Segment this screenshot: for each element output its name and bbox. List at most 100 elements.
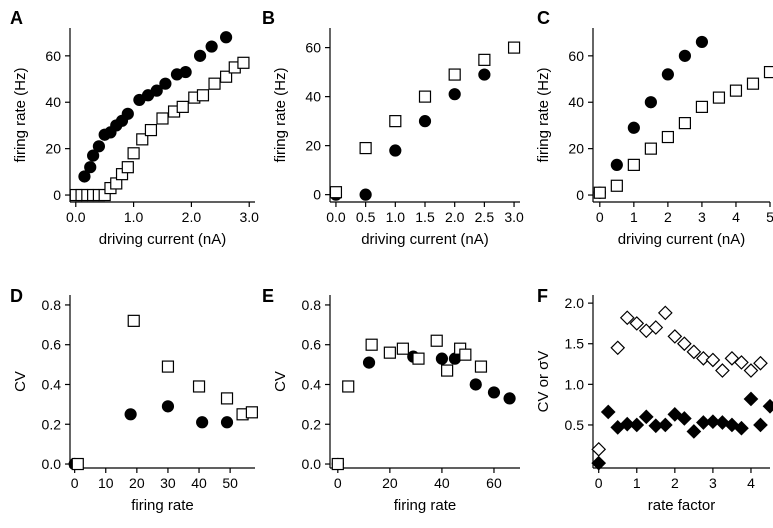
data-point bbox=[156, 112, 169, 125]
data-point bbox=[629, 417, 645, 433]
x-tick-label: 60 bbox=[486, 475, 502, 491]
y-tick-label: 40 bbox=[568, 94, 584, 110]
x-tick-label: 2.0 bbox=[182, 209, 202, 225]
data-point bbox=[753, 417, 768, 433]
data-point bbox=[729, 84, 743, 97]
data-point bbox=[610, 158, 623, 171]
data-point bbox=[657, 417, 673, 433]
y-tick-label: 0.4 bbox=[302, 376, 322, 392]
panel-letter: D bbox=[10, 286, 23, 306]
x-tick-label: 1.5 bbox=[415, 209, 435, 225]
data-point bbox=[193, 49, 207, 62]
data-point bbox=[734, 355, 749, 370]
data-point bbox=[734, 420, 749, 436]
x-axis-label: firing rate bbox=[394, 497, 457, 514]
data-point bbox=[192, 380, 206, 393]
data-point bbox=[448, 68, 461, 81]
data-point bbox=[389, 144, 402, 157]
x-tick-label: 0 bbox=[71, 475, 79, 491]
x-tick-label: 30 bbox=[160, 475, 176, 491]
data-point bbox=[743, 363, 759, 378]
data-point bbox=[743, 391, 759, 407]
data-point bbox=[478, 53, 491, 66]
data-point bbox=[245, 406, 258, 419]
y-axis-label: CV bbox=[12, 371, 29, 392]
data-point bbox=[418, 115, 432, 128]
x-tick-label: 2.5 bbox=[475, 209, 495, 225]
panel-c: C 0 1 2 3 4 5 0 20 40 60 driving current (nA) firing… bbox=[535, 8, 773, 248]
data-point bbox=[219, 31, 233, 44]
data-point bbox=[627, 158, 640, 171]
data-point bbox=[441, 364, 454, 377]
series-open-square bbox=[69, 56, 250, 202]
y-axis-label: CV bbox=[272, 371, 289, 392]
data-point bbox=[469, 378, 482, 391]
data-point bbox=[619, 310, 635, 326]
data-point bbox=[746, 77, 760, 90]
data-point bbox=[389, 115, 402, 128]
data-point bbox=[144, 123, 158, 137]
y-tick-label: 0.8 bbox=[42, 297, 62, 313]
y-tick-label: 0 bbox=[576, 187, 584, 203]
y-tick-label: 0.6 bbox=[42, 337, 62, 353]
data-point bbox=[712, 91, 726, 104]
data-point bbox=[208, 77, 221, 90]
data-point bbox=[644, 142, 657, 155]
y-tick-label: 0 bbox=[313, 187, 321, 203]
x-tick-label: 20 bbox=[129, 475, 145, 491]
data-point bbox=[150, 84, 163, 97]
x-tick-label: 0.0 bbox=[66, 209, 86, 225]
x-tick-label: 5 bbox=[766, 209, 773, 225]
series-open-square bbox=[71, 314, 258, 471]
y-tick-label: 60 bbox=[568, 48, 584, 64]
panel-d: D 0 20 40 10 30 50 0.0 0.2 0.4 0.6 0.8 firing rate CV bbox=[10, 286, 258, 514]
series-open-square bbox=[593, 65, 773, 199]
y-tick-label: 0.0 bbox=[302, 456, 322, 472]
x-tick-label: 0 bbox=[595, 475, 603, 491]
data-point bbox=[619, 416, 635, 432]
y-tick-label: 40 bbox=[305, 89, 321, 105]
data-point bbox=[121, 161, 134, 174]
y-tick-label: 0.6 bbox=[302, 337, 322, 353]
data-point bbox=[84, 161, 97, 174]
data-point bbox=[677, 411, 692, 426]
data-point bbox=[176, 100, 189, 113]
panel-f: F 0 1 2 3 4 0.5 1.0 1.5 2.0 rate factor CV or σV bbox=[535, 286, 773, 514]
y-tick-label: 60 bbox=[45, 48, 61, 64]
y-tick-label: 0.2 bbox=[302, 416, 322, 432]
data-point bbox=[220, 416, 234, 429]
data-point bbox=[695, 35, 709, 49]
data-point bbox=[763, 65, 773, 79]
y-axis-label: firing rate (Hz) bbox=[272, 67, 289, 162]
x-tick-label: 50 bbox=[222, 475, 238, 491]
x-tick-label: 0.5 bbox=[356, 209, 376, 225]
data-point bbox=[342, 380, 355, 393]
data-point bbox=[678, 49, 692, 62]
data-point bbox=[219, 70, 233, 83]
x-tick-label: 0 bbox=[334, 475, 342, 491]
data-point bbox=[661, 130, 674, 144]
panel-letter: B bbox=[262, 8, 275, 28]
x-tick-label: 3 bbox=[709, 475, 717, 491]
x-tick-label: 1 bbox=[630, 209, 638, 225]
data-point bbox=[121, 107, 134, 120]
data-point bbox=[591, 441, 607, 457]
x-axis-label: driving current (nA) bbox=[618, 231, 746, 248]
x-tick-label: 3.0 bbox=[504, 209, 524, 225]
x-tick-label: 2 bbox=[664, 209, 672, 225]
x-tick-label: 1.0 bbox=[386, 209, 406, 225]
x-tick-label: 0 bbox=[596, 209, 604, 225]
data-point bbox=[627, 121, 640, 134]
x-axis-label: firing rate bbox=[131, 497, 194, 514]
data-point bbox=[507, 41, 521, 54]
data-point bbox=[205, 40, 218, 53]
data-point bbox=[459, 348, 472, 361]
y-tick-label: 0.8 bbox=[302, 297, 322, 313]
data-point bbox=[136, 133, 149, 146]
data-point bbox=[705, 414, 721, 430]
data-point bbox=[412, 352, 425, 365]
data-point bbox=[667, 329, 683, 344]
x-tick-label: 0.0 bbox=[326, 209, 346, 225]
panel-letter: C bbox=[537, 8, 550, 28]
